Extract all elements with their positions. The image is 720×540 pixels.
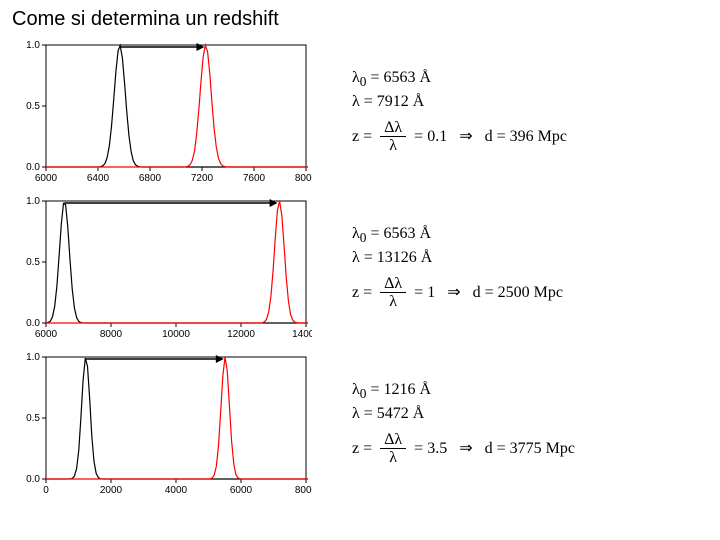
- svg-text:0.0: 0.0: [26, 162, 40, 173]
- svg-text:8000: 8000: [100, 329, 123, 340]
- panel-row-2: 0.0 0.5 1.0 0 2000 4000 6000 8000 λ0 = 1216 Å λ…: [12, 349, 708, 499]
- svg-text:10000: 10000: [162, 329, 190, 340]
- panel-row-0: 0.0 0.5 1.0 6000 6400 6800 7200 7600 8000 λ0 = 6…: [12, 37, 708, 187]
- chart-wrap-0: 0.0 0.5 1.0 6000 6400 6800 7200 7600 8000: [12, 37, 312, 187]
- svg-text:0.5: 0.5: [26, 257, 40, 268]
- svg-text:2000: 2000: [100, 485, 123, 496]
- svg-text:1.0: 1.0: [26, 196, 40, 207]
- equations-0: λ0 = 6563 Å λ = 7912 Å z = Δλλ = 0.1 ⇒ d…: [352, 67, 567, 156]
- z-line: z = Δλλ = 1 ⇒ d = 2500 Mpc: [352, 275, 563, 311]
- svg-text:0.0: 0.0: [26, 474, 40, 485]
- svg-text:6000: 6000: [35, 329, 58, 340]
- chart-wrap-2: 0.0 0.5 1.0 0 2000 4000 6000 8000: [12, 349, 312, 499]
- svg-text:6400: 6400: [87, 173, 110, 184]
- svg-text:6000: 6000: [35, 173, 58, 184]
- equations-1: λ0 = 6563 Å λ = 13126 Å z = Δλλ = 1 ⇒ d …: [352, 223, 563, 312]
- lambda0-line: λ0 = 1216 Å: [352, 381, 575, 402]
- panel-row-1: 0.0 0.5 1.0 6000 8000 10000 12000 14000 λ0 = 65…: [12, 193, 708, 343]
- svg-text:14000: 14000: [292, 329, 312, 340]
- equations-2: λ0 = 1216 Å λ = 5472 Å z = Δλλ = 3.5 ⇒ d…: [352, 379, 575, 468]
- lambda-line: λ = 5472 Å: [352, 405, 575, 423]
- z-line: z = Δλλ = 3.5 ⇒ d = 3775 Mpc: [352, 431, 575, 467]
- unit: Å: [413, 405, 425, 422]
- spectrum-plot-0: 0.0 0.5 1.0 6000 6400 6800 7200 7600 8000: [12, 37, 312, 187]
- svg-text:6800: 6800: [139, 173, 162, 184]
- lambda-line: λ = 13126 Å: [352, 249, 563, 267]
- unit: Å: [419, 69, 431, 86]
- unit: Å: [413, 93, 425, 110]
- chart-wrap-1: 0.0 0.5 1.0 6000 8000 10000 12000 14000: [12, 193, 312, 343]
- svg-text:0.5: 0.5: [26, 101, 40, 112]
- lambda-line: λ = 7912 Å: [352, 93, 567, 111]
- unit: Å: [421, 249, 433, 266]
- z-line: z = Δλλ = 0.1 ⇒ d = 396 Mpc: [352, 119, 567, 155]
- svg-text:6000: 6000: [230, 485, 253, 496]
- svg-text:1.0: 1.0: [26, 40, 40, 51]
- unit: Å: [419, 225, 431, 242]
- svg-text:1.0: 1.0: [26, 352, 40, 363]
- svg-text:7600: 7600: [243, 173, 266, 184]
- svg-text:7200: 7200: [191, 173, 214, 184]
- svg-text:0.5: 0.5: [26, 413, 40, 424]
- svg-text:8000: 8000: [295, 485, 312, 496]
- spectrum-plot-2: 0.0 0.5 1.0 0 2000 4000 6000 8000: [12, 349, 312, 499]
- svg-text:0.0: 0.0: [26, 318, 40, 329]
- unit: Å: [419, 381, 431, 398]
- lambda0-line: λ0 = 6563 Å: [352, 69, 567, 90]
- lambda0-line: λ0 = 6563 Å: [352, 225, 563, 246]
- svg-text:0: 0: [43, 485, 49, 496]
- page-title: Come si determina un redshift: [12, 8, 708, 31]
- svg-text:4000: 4000: [165, 485, 188, 496]
- spectrum-plot-1: 0.0 0.5 1.0 6000 8000 10000 12000 14000: [12, 193, 312, 343]
- svg-text:12000: 12000: [227, 329, 255, 340]
- svg-text:8000: 8000: [295, 173, 312, 184]
